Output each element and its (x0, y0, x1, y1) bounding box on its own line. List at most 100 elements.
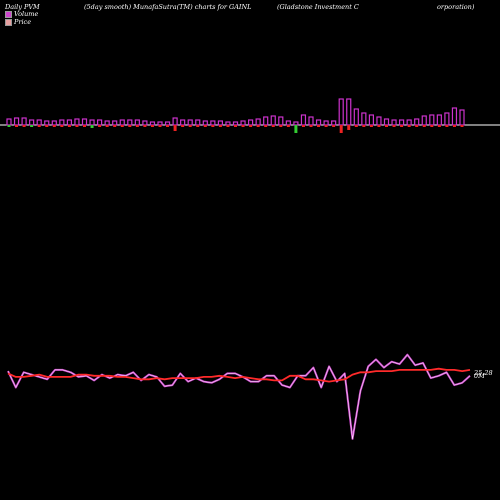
volume-bar-down (7, 125, 11, 127)
volume-bar-up (13, 117, 20, 126)
volume-bar-down (211, 125, 215, 127)
volume-bar-up (81, 118, 88, 126)
volume-bar-up (210, 120, 216, 126)
legend-price: Price (5, 18, 31, 26)
volume-bar-up (421, 115, 427, 126)
volume-bar-down (83, 125, 86, 127)
company-name-part2: orporation) (437, 3, 475, 11)
volume-bar-down (15, 125, 19, 127)
volume-bar-down (203, 125, 207, 127)
volume-bar-up (240, 120, 246, 126)
volume-bar-down (437, 125, 441, 127)
volume-bar-down (234, 125, 237, 127)
legend-volume-swatch (5, 10, 12, 18)
volume-bar-down (158, 125, 162, 127)
volume-bar-down (324, 125, 328, 127)
volume-bar-up (96, 119, 103, 126)
volume-bar-down (332, 125, 336, 127)
volume-bar-down (67, 125, 71, 127)
volume-bar-up (255, 118, 261, 126)
volume-bar-down (45, 125, 49, 127)
volume-bar-down (309, 125, 313, 127)
volume-bar-down (339, 125, 343, 133)
volume-bar-down (98, 125, 102, 127)
volume-end-label: 0M (474, 372, 485, 380)
volume-bar-down (279, 125, 283, 127)
volume-bar-up (361, 112, 367, 126)
volume-bar-up (323, 120, 329, 126)
volume-bar-up (353, 108, 359, 126)
volume-bar-up (383, 118, 390, 126)
volume-bar-down (181, 125, 185, 127)
volume-bar-up (451, 107, 458, 126)
volume-bar-up (429, 114, 435, 126)
volume-bar-down (143, 125, 147, 127)
volume-line-highlight (7, 354, 471, 440)
volume-bar-down (317, 125, 321, 127)
volume-bar-up (59, 119, 65, 126)
volume-bar-down (415, 125, 419, 127)
volume-bar-up (29, 119, 35, 126)
volume-bar-up (6, 118, 12, 126)
volume-bar-down (392, 125, 396, 127)
volume-bar-up (270, 115, 276, 126)
volume-bar-up (149, 121, 156, 126)
volume-bar-down (188, 125, 192, 127)
volume-bar-up (346, 98, 352, 126)
chart-subtitle: (5day smooth) MunafaSutra(TM) charts for… (84, 3, 252, 11)
volume-bar-down (52, 125, 56, 127)
volume-bar-up (66, 119, 73, 126)
volume-bar-up (202, 120, 208, 126)
volume-bar-down (128, 125, 132, 127)
volume-bar-up (142, 120, 148, 126)
volume-bar-down (264, 125, 268, 127)
volume-bar-up (308, 116, 314, 126)
volume-bar-up (406, 119, 412, 126)
volume-bar-down (430, 125, 434, 127)
volume-bar-down (301, 125, 305, 127)
volume-bar-down (226, 125, 230, 127)
volume-bar-down (150, 125, 154, 127)
volume-bar-up (331, 120, 337, 126)
volume-bar-up (180, 119, 186, 126)
volume-bar-down (241, 125, 245, 127)
volume-bar-up (89, 119, 95, 126)
volume-bar-up (74, 118, 80, 126)
legend-volume-label: Volume (14, 10, 39, 18)
volume-bar-up (232, 121, 239, 126)
volume-bar-down (218, 125, 222, 127)
volume-bar-up (391, 119, 397, 126)
volume-bar-down (60, 125, 64, 127)
volume-bar-up (315, 119, 322, 126)
volume-bar-up (172, 117, 178, 126)
volume-bar-down (196, 125, 200, 127)
legend-price-label: Price (14, 18, 32, 26)
volume-bar-down (30, 125, 34, 127)
volume-bar-up (217, 120, 223, 126)
volume-bar-up (278, 116, 284, 126)
volume-bar-down (173, 125, 177, 131)
volume-bar-up (127, 119, 133, 126)
volume-bar-up (436, 114, 442, 126)
volume-line (7, 353, 471, 440)
volume-bar-up (195, 119, 201, 126)
volume-bar-down (385, 125, 388, 127)
volume-bar-up (51, 120, 57, 126)
volume-bar-down (354, 125, 358, 127)
volume-bar-down (407, 125, 411, 127)
volume-bar-down (294, 125, 298, 133)
volume-bar-up (399, 119, 405, 126)
volume-bar-down (460, 125, 464, 127)
volume-bar-down (256, 125, 260, 127)
volume-bar-up (36, 119, 42, 126)
volume-bar-down (37, 125, 41, 127)
volume-bar-down (249, 125, 253, 127)
volume-bar-up (376, 116, 382, 126)
volume-bar-down (400, 125, 404, 127)
volume-bar-down (135, 125, 139, 127)
volume-bar-up (248, 119, 254, 126)
volume-bar-down (90, 125, 94, 128)
volume-bar-up (368, 114, 374, 126)
volume-bar-down (369, 125, 373, 127)
